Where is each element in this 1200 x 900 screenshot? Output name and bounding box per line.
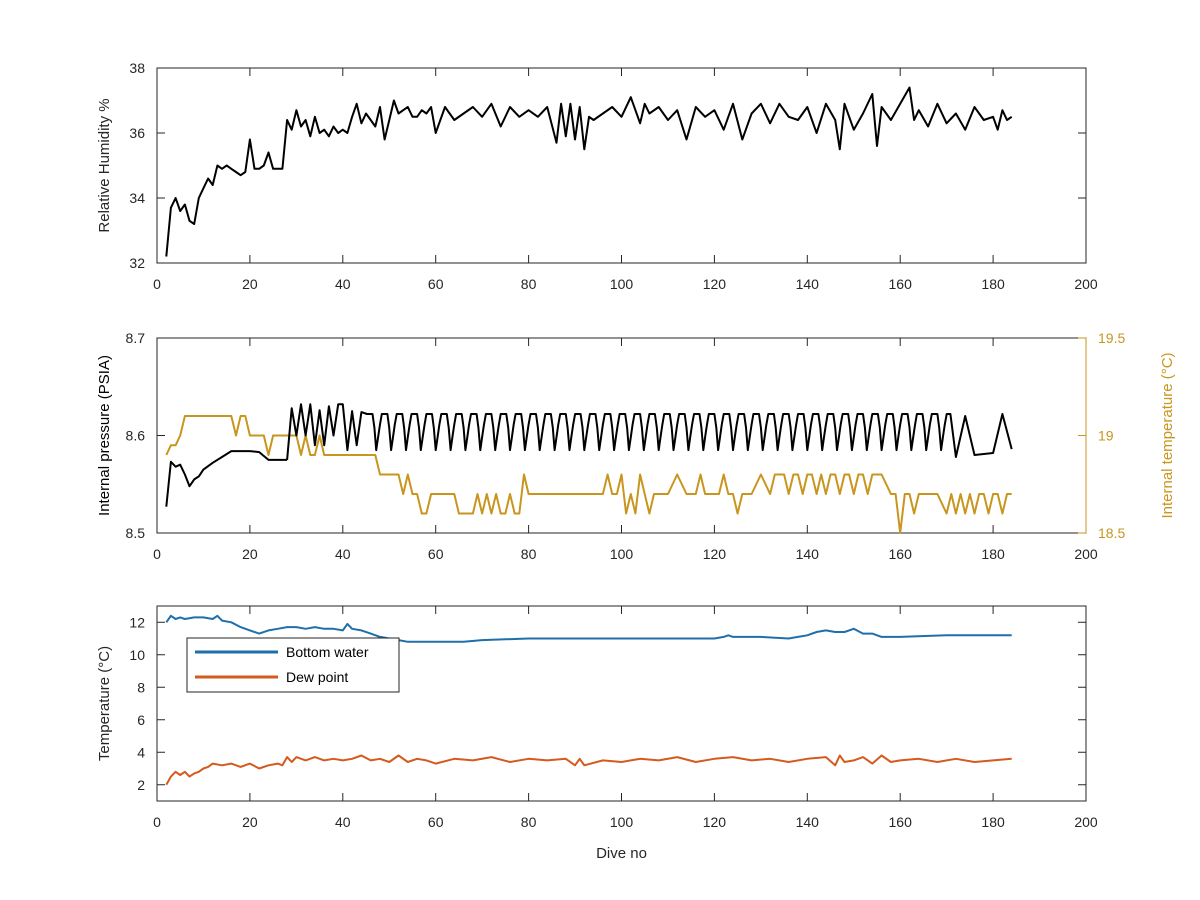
humidity-panel: 0 20 40 60 80 100 120 140 160 180 200 32 34 36 38 Relat… (96, 60, 1098, 292)
x-tick-label: 40 (335, 546, 351, 562)
x-tick-label: 80 (521, 814, 537, 830)
y-tick-label: 8.5 (126, 525, 146, 541)
x-tick-label: 60 (428, 276, 444, 292)
x-tick-label: 200 (1074, 814, 1098, 830)
x-tick-label: 40 (335, 814, 351, 830)
x-tick-label: 140 (796, 276, 820, 292)
x-tick-label: 200 (1074, 546, 1098, 562)
y-tick-label: 4 (137, 744, 145, 760)
temperature-panel: 0 20 40 60 80 100 120 140 160 180 200 2 4 6 8 10 12 Tempe… (96, 605, 1098, 862)
x-tick-label: 200 (1074, 276, 1098, 292)
x-tick-label: 120 (703, 276, 727, 292)
x-axis-label: Dive no (596, 845, 647, 862)
x-tick-label: 80 (521, 546, 537, 562)
y-tick-label: 8.7 (126, 330, 146, 346)
x-tick-label: 120 (703, 546, 727, 562)
y-tick-label: 32 (129, 255, 145, 271)
x-tick-label: 20 (242, 546, 258, 562)
y-tick-label: 38 (129, 60, 145, 76)
y-right-tick-label: 18.5 (1098, 525, 1125, 541)
y-tick-label: 36 (129, 125, 145, 141)
y-right-tick-label: 19 (1098, 428, 1114, 444)
y-tick-label: 12 (129, 614, 145, 630)
y-axis-label-right: Internal temperature (°C) (1159, 352, 1176, 518)
x-tick-label: 40 (335, 276, 351, 292)
x-tick-label: 0 (153, 276, 161, 292)
x-tick-label: 160 (889, 276, 913, 292)
legend: Bottom water Dew point (186, 637, 400, 693)
humidity-series-line (165, 86, 1013, 257)
legend-label-bottom-water: Bottom water (286, 644, 369, 660)
x-tick-label: 60 (428, 546, 444, 562)
x-tick-label: 140 (796, 814, 820, 830)
x-tick-label: 180 (981, 276, 1005, 292)
y-axis-label: Relative Humidity % (96, 98, 113, 232)
y-right-tick-label: 19.5 (1098, 330, 1125, 346)
y-axis-label: Temperature (°C) (96, 646, 113, 761)
x-tick-label: 100 (610, 546, 634, 562)
y-tick-label: 8.6 (126, 428, 146, 444)
x-tick-label: 160 (889, 814, 913, 830)
plot-frame (156, 67, 1087, 264)
x-tick-label: 20 (242, 814, 258, 830)
legend-label-dew-point: Dew point (286, 669, 348, 685)
pressure-series-line (165, 450, 288, 507)
x-tick-label: 140 (796, 546, 820, 562)
plot-frame (156, 337, 1087, 534)
x-tick-label: 0 (153, 814, 161, 830)
legend-box (186, 637, 400, 693)
x-tick-label: 20 (242, 276, 258, 292)
x-tick-label: 0 (153, 546, 161, 562)
x-tick-label: 60 (428, 814, 444, 830)
x-tick-label: 100 (610, 276, 634, 292)
y-tick-label: 10 (129, 647, 145, 663)
y-tick-label: 2 (137, 777, 145, 793)
internal-temperature-series-line (165, 415, 1012, 534)
pressure-series-line (286, 403, 1013, 460)
y-tick-label: 34 (129, 190, 145, 206)
pressure-temperature-panel: 0 20 40 60 80 100 120 140 160 180 200 8.5 8.6 8.7 18.5… (96, 330, 1176, 562)
dew-point-series-line (165, 754, 1012, 786)
x-tick-label: 180 (981, 814, 1005, 830)
y-axis-label: Internal pressure (PSIA) (96, 355, 113, 516)
x-tick-label: 80 (521, 276, 537, 292)
x-tick-label: 160 (889, 546, 913, 562)
x-tick-label: 180 (981, 546, 1005, 562)
x-tick-label: 120 (703, 814, 727, 830)
y-tick-label: 8 (137, 679, 145, 695)
x-tick-label: 100 (610, 814, 634, 830)
y-tick-label: 6 (137, 712, 145, 728)
